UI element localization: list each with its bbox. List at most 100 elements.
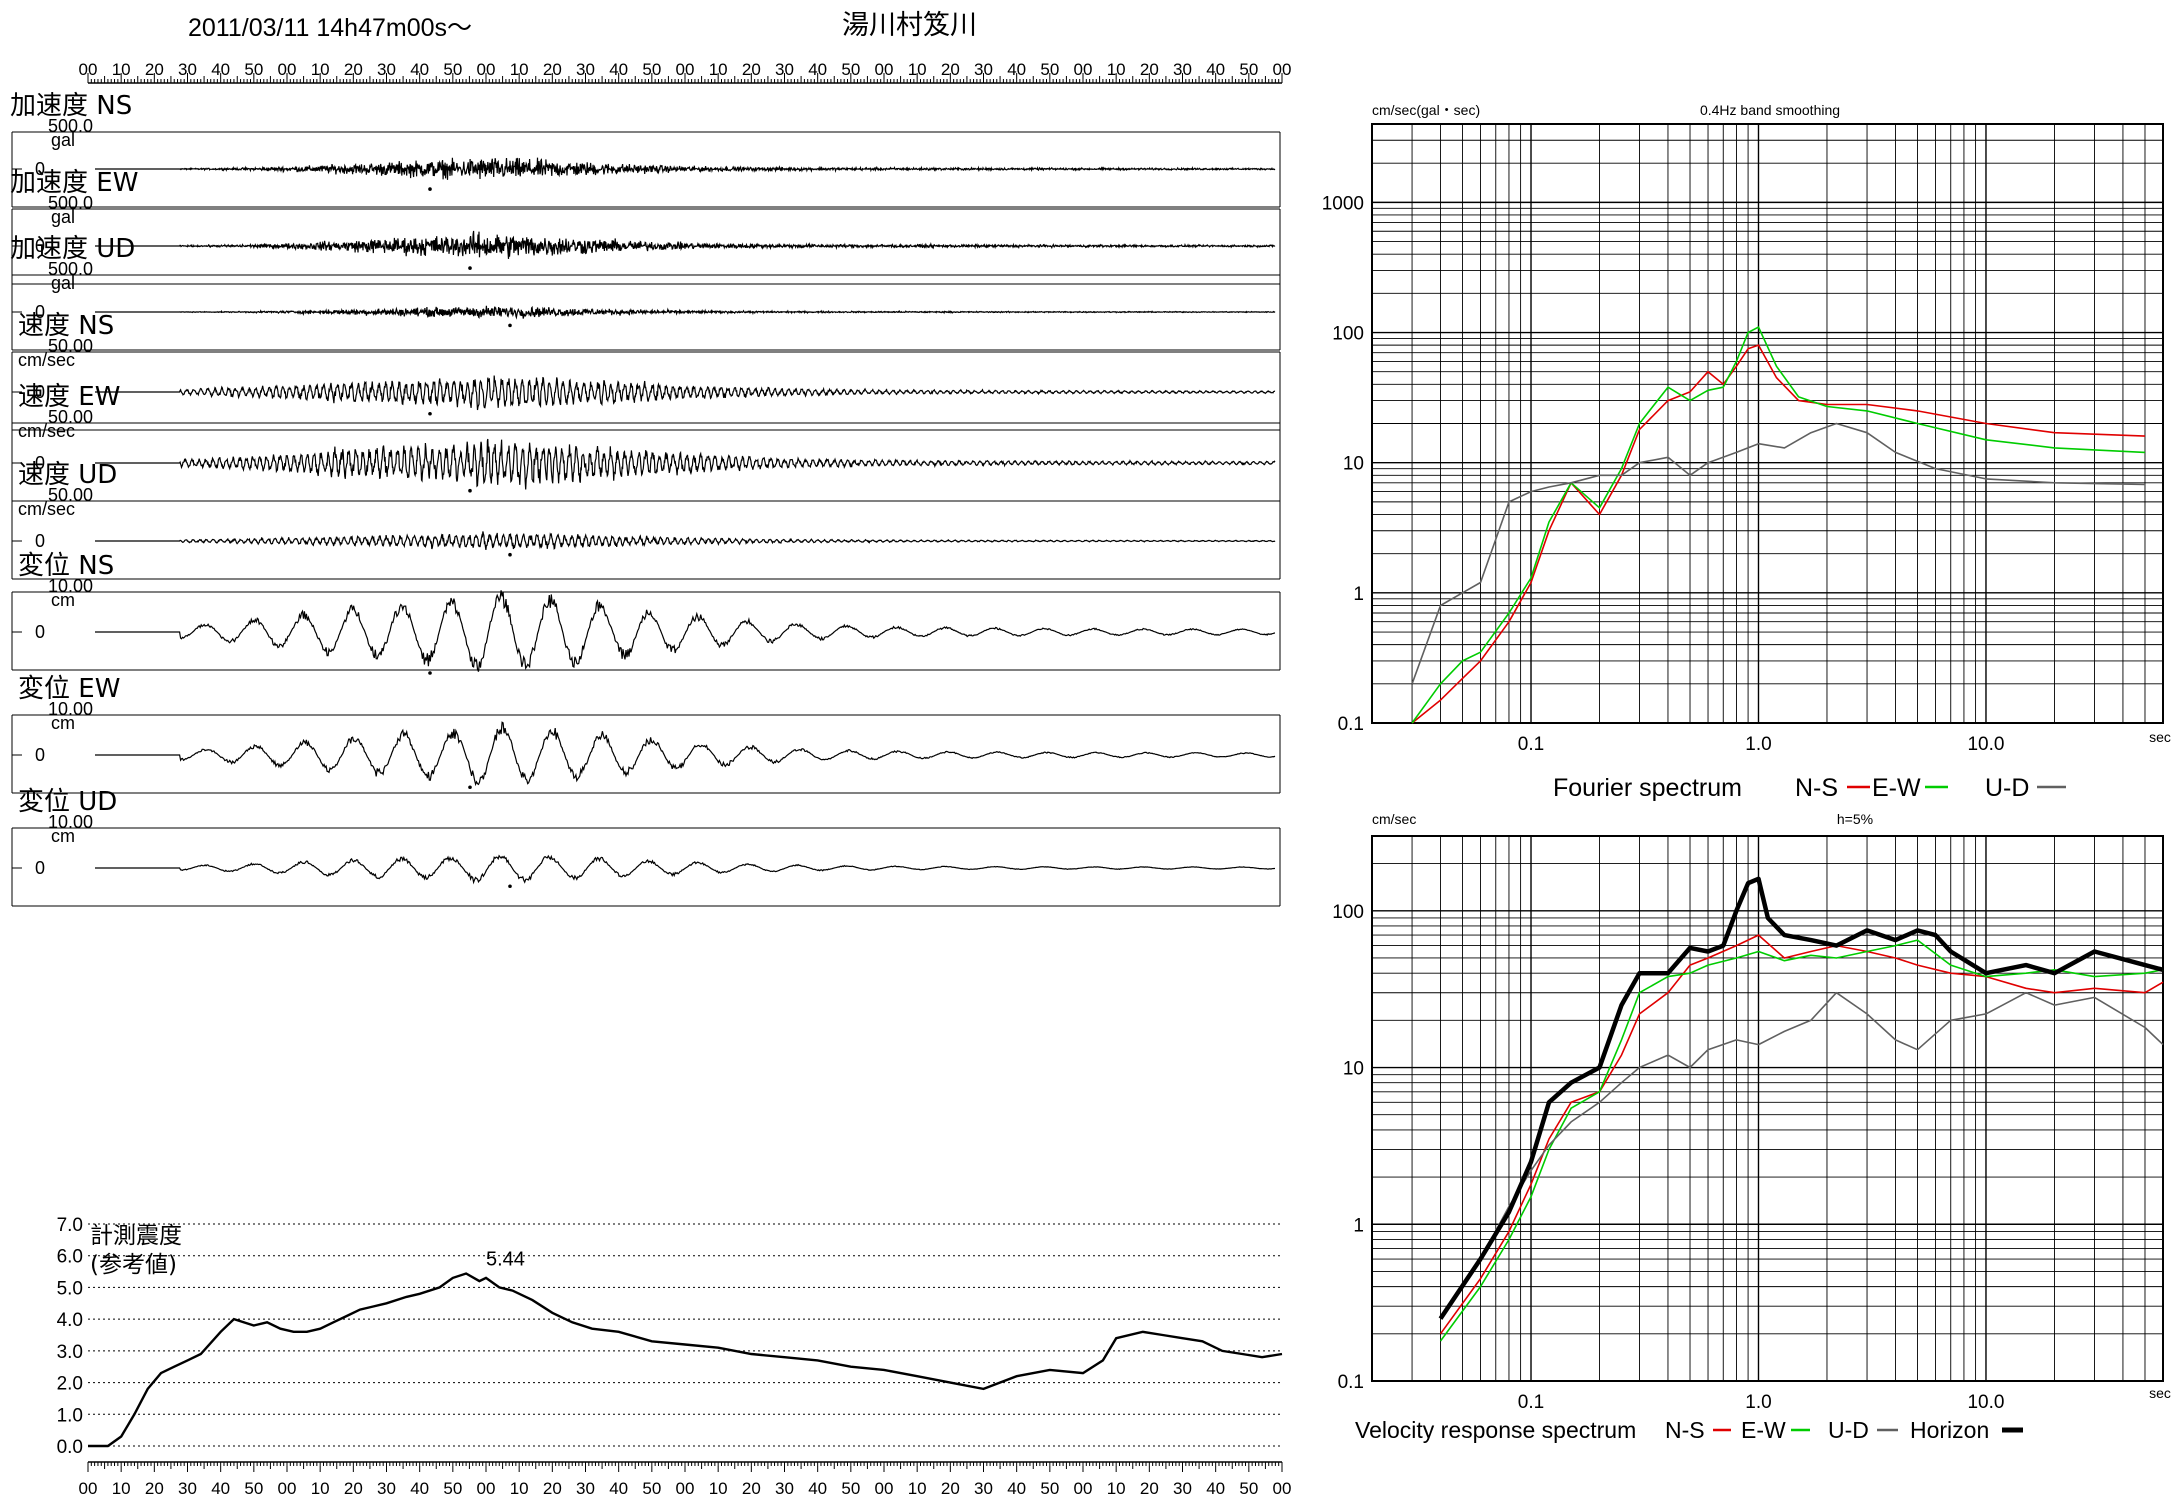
fourier-legend: Fourier spectrum N-S E-W U-D bbox=[1553, 774, 2066, 802]
time-axis-label: 50 bbox=[244, 60, 263, 79]
time-axis-label: 00 bbox=[477, 60, 496, 79]
time-axis-label: 40 bbox=[410, 60, 429, 79]
time-axis-label: 20 bbox=[1140, 60, 1159, 79]
waveform-label: 変位 EW bbox=[18, 674, 120, 704]
waveform-unit: cm bbox=[51, 713, 75, 733]
time-axis-label: 30 bbox=[178, 1479, 197, 1498]
intensity-chart: 計測震度 (参考値) 5.44 7.0 6.0 5.0 4.0 3.0 2.0 1.0 0.0 bbox=[57, 1215, 1283, 1458]
response-unit-label: cm/sec bbox=[1372, 811, 1416, 827]
time-axis-label: 50 bbox=[841, 60, 860, 79]
waveform-trace bbox=[95, 854, 1275, 885]
waveform-peak-marker bbox=[468, 785, 472, 790]
waveform-peak-marker bbox=[468, 488, 472, 493]
time-axis-label: 50 bbox=[841, 1479, 860, 1498]
time-axis-label: 00 bbox=[875, 1479, 894, 1498]
top-time-axis: 00 10 20 30 40 50 00 10 20 30 40 50 00 10 20 30 40 50 00 10… bbox=[79, 60, 1291, 84]
intensity-peak-label: 5.44 bbox=[486, 1248, 525, 1270]
waveform-label: 加速度 NS bbox=[10, 91, 132, 121]
intensity-ytick-label: 1.0 bbox=[57, 1405, 83, 1426]
time-axis-label: 30 bbox=[775, 1479, 794, 1498]
time-axis-label: 30 bbox=[1173, 1479, 1192, 1498]
waveform-peak-marker bbox=[428, 671, 432, 675]
time-axis-label: 20 bbox=[941, 60, 960, 79]
time-axis-label: 50 bbox=[443, 60, 462, 79]
waveform-peak-marker bbox=[428, 411, 432, 416]
waveform-label: 速度 NS bbox=[18, 311, 114, 341]
time-axis-label: 40 bbox=[211, 60, 230, 79]
intensity-ytick-label: 4.0 bbox=[57, 1310, 83, 1331]
waveform-max-label: 50.00 bbox=[48, 336, 93, 356]
response-xtick-label: 0.1 bbox=[1518, 1392, 1544, 1413]
waveform-max-label: 500.0 bbox=[48, 193, 93, 213]
time-axis-label: 10 bbox=[908, 60, 927, 79]
record-datetime: 2011/03/11 14h47m00s〜 bbox=[188, 14, 472, 42]
waveform-label: 変位 NS bbox=[18, 551, 114, 581]
waveform-max-label: 500.0 bbox=[48, 116, 93, 136]
time-axis-label: 10 bbox=[1107, 1479, 1126, 1498]
time-axis-label: 20 bbox=[344, 60, 363, 79]
time-axis-label: 00 bbox=[477, 1479, 496, 1498]
time-axis-label: 20 bbox=[941, 1479, 960, 1498]
time-axis-label: 40 bbox=[1206, 60, 1225, 79]
waveform-peak-marker bbox=[508, 323, 512, 328]
time-axis-label: 50 bbox=[443, 1479, 462, 1498]
waveform-unit: cm bbox=[51, 826, 75, 846]
response-legend-ew: E-W bbox=[1741, 1417, 1786, 1443]
waveform-max-label: 500.0 bbox=[48, 259, 93, 279]
fourier-ytick-label: 1 bbox=[1353, 584, 1364, 605]
time-axis-label: 20 bbox=[145, 1479, 164, 1498]
intensity-ytick-label: 5.0 bbox=[57, 1278, 83, 1299]
waveform-trace bbox=[95, 305, 1276, 320]
waveform-label: 変位 UD bbox=[18, 787, 117, 817]
response-title: h=5% bbox=[1837, 811, 1873, 827]
time-axis-label: 00 bbox=[676, 1479, 695, 1498]
response-series-n-s bbox=[1439, 934, 2164, 1335]
time-axis-label: 40 bbox=[1007, 60, 1026, 79]
time-axis-label: 00 bbox=[1074, 60, 1093, 79]
time-axis-label: 40 bbox=[1007, 1479, 1026, 1498]
waveform-unit: cm/sec bbox=[18, 499, 75, 519]
fourier-ytick-label: 1000 bbox=[1322, 193, 1364, 214]
time-axis-label: 30 bbox=[377, 60, 396, 79]
waveform-trace bbox=[95, 230, 1276, 259]
waveform-unit: cm/sec bbox=[18, 421, 75, 441]
fourier-xtick-label: 10.0 bbox=[1967, 734, 2004, 755]
time-axis-label: 20 bbox=[742, 1479, 761, 1498]
time-axis-label: 40 bbox=[808, 60, 827, 79]
time-axis-label: 30 bbox=[1173, 60, 1192, 79]
waveform-trace bbox=[95, 438, 1276, 490]
waveform-zero-label: 0 bbox=[35, 302, 45, 322]
time-axis-label: 10 bbox=[112, 1479, 131, 1498]
time-axis-label: 00 bbox=[1273, 1479, 1292, 1498]
time-axis-label: 20 bbox=[543, 1479, 562, 1498]
time-axis-label: 00 bbox=[875, 60, 894, 79]
waveform-trace bbox=[95, 157, 1276, 180]
time-axis-label: 20 bbox=[742, 60, 761, 79]
time-axis-label: 00 bbox=[676, 60, 695, 79]
time-axis-label: 10 bbox=[510, 60, 529, 79]
waveform-trace bbox=[95, 590, 1276, 672]
waveform-peak-marker bbox=[508, 552, 512, 557]
waveform-max-label: 10.00 bbox=[48, 812, 93, 832]
intensity-ytick-label: 2.0 bbox=[57, 1374, 83, 1395]
time-axis-label: 20 bbox=[145, 60, 164, 79]
fourier-ytick-label: 10 bbox=[1343, 454, 1364, 475]
waveform-peak-marker bbox=[508, 884, 512, 889]
time-axis-label: 20 bbox=[543, 60, 562, 79]
fourier-series-u-d bbox=[1411, 422, 2146, 685]
intensity-ytick-label: 6.0 bbox=[57, 1247, 83, 1268]
waveform-label: 加速度 EW bbox=[10, 168, 138, 198]
response-caption: Velocity response spectrum bbox=[1355, 1417, 1636, 1443]
waveform-label: 速度 EW bbox=[18, 382, 120, 412]
fourier-xlabel: sec bbox=[2149, 729, 2171, 745]
time-axis-label: 10 bbox=[311, 1479, 330, 1498]
time-axis-label: 30 bbox=[576, 60, 595, 79]
fourier-unit-label: cm/sec(gal・sec) bbox=[1372, 102, 1480, 118]
intensity-ytick-label: 3.0 bbox=[57, 1342, 83, 1363]
fourier-title: 0.4Hz band smoothing bbox=[1700, 102, 1840, 118]
time-axis-label: 30 bbox=[576, 1479, 595, 1498]
waveform-unit: gal bbox=[51, 273, 75, 293]
time-axis-label: 30 bbox=[775, 60, 794, 79]
